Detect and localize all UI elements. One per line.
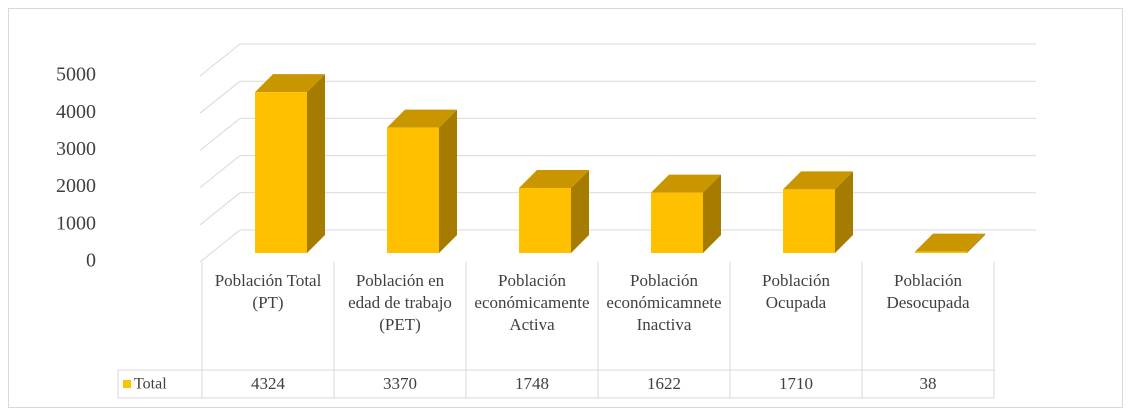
bar-side [571, 169, 589, 253]
category-text: Población en edad de trabajo (PET) [348, 271, 452, 334]
category-text: Población Ocupada [762, 271, 830, 312]
grid-line-side [199, 118, 241, 151]
bar-front [651, 192, 703, 253]
bar-top [915, 233, 985, 252]
bar-front [387, 127, 439, 253]
bar-top [519, 169, 589, 188]
bar-top [387, 109, 457, 128]
category-label: Población Total (PT) [202, 270, 334, 314]
category-label: Población Desocupada [862, 270, 994, 314]
grid-line-side [199, 192, 241, 226]
category-text: Población Desocupada [886, 271, 970, 312]
y-tick-label: 2000 [56, 175, 96, 197]
grid-line-side [199, 80, 241, 114]
table-value: 1710 [779, 374, 813, 393]
grid-line-side [199, 155, 241, 188]
legend-swatch [123, 380, 131, 388]
bar-front [519, 187, 571, 253]
bar [519, 169, 589, 253]
bar-side [835, 171, 853, 253]
table-value: 38 [920, 374, 937, 393]
category-label: Población económicamnete Inactiva [598, 270, 730, 336]
bar-top [783, 171, 853, 190]
bar-top [255, 74, 325, 93]
bar [783, 171, 853, 253]
y-tick-label: 0 [86, 250, 96, 272]
category-text: Población económicamente Activa [474, 271, 590, 334]
category-label: Población en edad de trabajo (PET) [334, 270, 466, 336]
bar [255, 74, 325, 253]
bar-side [967, 233, 985, 253]
y-tick-label: 5000 [56, 64, 96, 86]
bar-side [439, 109, 457, 253]
bar-front [915, 251, 967, 253]
y-tick-label: 1000 [56, 212, 96, 234]
category-text: Población económicamnete Inactiva [606, 271, 722, 334]
table-value: 4324 [251, 374, 286, 393]
bar [651, 174, 721, 253]
bar-top [651, 174, 721, 193]
grid-line-side [199, 229, 241, 263]
table-value: 1748 [515, 374, 549, 393]
category-text: Población Total (PT) [214, 271, 322, 312]
y-tick-label: 4000 [56, 101, 96, 123]
category-label: Población económicamente Activa [466, 270, 598, 336]
category-label: Población Ocupada [730, 270, 862, 314]
bar-side [703, 174, 721, 253]
bar-side [307, 74, 325, 253]
grid-line-side [199, 43, 241, 77]
legend-label: Total [134, 376, 167, 393]
y-tick-label: 3000 [56, 138, 96, 160]
table-value: 3370 [383, 374, 417, 393]
bar-front [255, 92, 307, 253]
bar [915, 233, 985, 253]
table-value: 1622 [647, 374, 681, 393]
bar [387, 109, 457, 253]
bar-front [783, 189, 835, 253]
